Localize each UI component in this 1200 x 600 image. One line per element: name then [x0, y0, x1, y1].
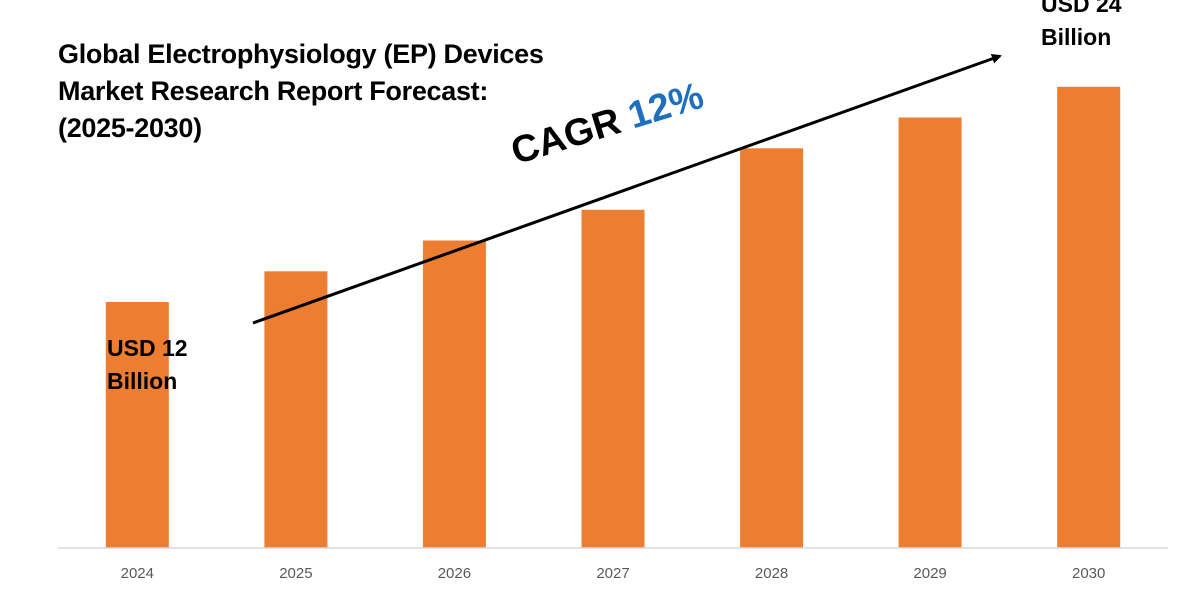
- x-tick-label-2026: 2026: [438, 565, 471, 582]
- x-tick-labels: 2024 2025 2026 2027 2028 2029 2030: [121, 565, 1106, 582]
- chart-title: Global Electrophysiology (EP) Devices Ma…: [58, 36, 578, 147]
- x-tick-label-2027: 2027: [596, 565, 629, 582]
- bar-2029: [898, 117, 962, 548]
- title-line-2: Market Research Report Forecast:: [58, 76, 489, 106]
- start-value-line-1: USD 12: [107, 335, 188, 361]
- bar-2028: [740, 148, 804, 549]
- bars-group: [105, 86, 1121, 549]
- end-value-line-2: Billion: [1041, 24, 1112, 50]
- start-value-line-2: Billion: [107, 368, 178, 394]
- bar-2030: [1057, 86, 1121, 549]
- x-tick-label-2024: 2024: [121, 565, 154, 582]
- end-value-callout: USD 24 Billion: [1041, 0, 1122, 54]
- bar-2025: [264, 271, 328, 549]
- x-tick-label-2029: 2029: [913, 565, 946, 582]
- end-value-line-1: USD 24: [1041, 0, 1122, 17]
- bar-2027: [581, 209, 645, 549]
- growth-arrow: [252, 53, 1002, 325]
- title-line-3: (2025-2030): [58, 113, 202, 143]
- start-value-callout: USD 12 Billion: [107, 332, 188, 398]
- bar-2026: [422, 240, 486, 548]
- bar-2024: [105, 302, 169, 548]
- title-line-1: Global Electrophysiology (EP) Devices: [58, 39, 544, 69]
- x-tick-label-2025: 2025: [279, 565, 312, 582]
- x-tick-label-2028: 2028: [755, 565, 788, 582]
- x-tick-label-2030: 2030: [1072, 565, 1105, 582]
